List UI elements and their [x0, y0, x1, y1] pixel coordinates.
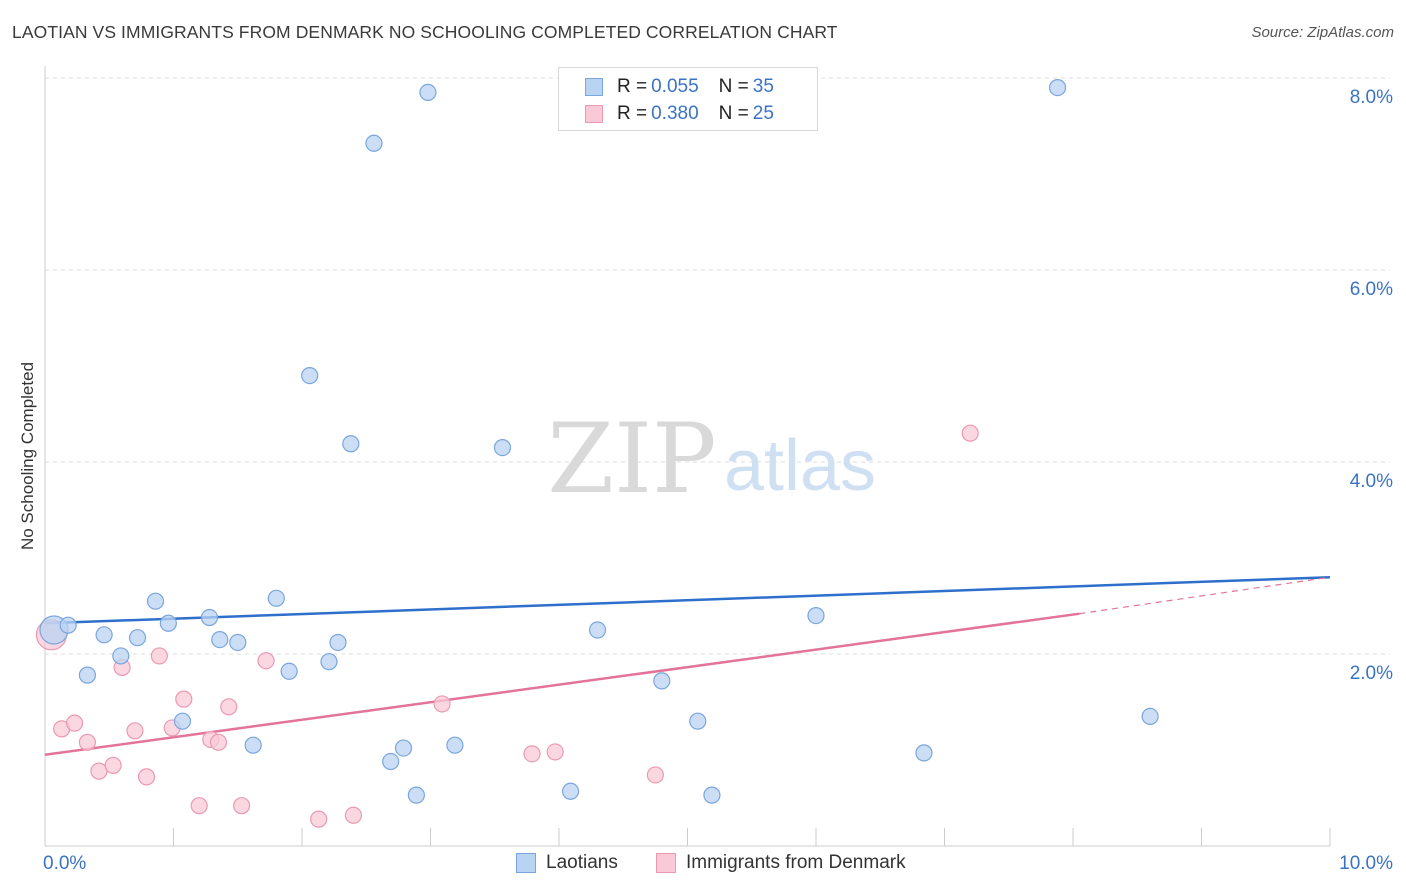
y-tick-label: 8.0%: [1350, 87, 1393, 108]
data-point-laotians: [689, 712, 707, 730]
y-tick-label: 6.0%: [1350, 279, 1393, 300]
watermark: ZIP atlas: [547, 403, 876, 515]
data-point-laotians: [561, 782, 580, 800]
legend-n-label: N =: [718, 76, 749, 97]
correlation-legend: R = 0.055 N = 35 R = 0.380 N = 25: [558, 67, 818, 131]
data-point-denmark: [310, 810, 328, 828]
data-point-denmark: [190, 797, 208, 815]
data-point-laotians: [588, 621, 607, 639]
data-point-laotians: [1048, 78, 1067, 97]
trend-line-denmark: [44, 612, 1080, 757]
data-point-laotians: [211, 630, 229, 649]
data-point-denmark: [646, 766, 664, 784]
data-point-laotians: [329, 633, 347, 652]
data-point-laotians: [446, 736, 464, 754]
data-point-laotians: [703, 786, 721, 804]
trend-line-denmark-extension: [1079, 576, 1331, 615]
data-point-laotians: [112, 647, 130, 665]
trend-line-laotians: [44, 575, 1331, 625]
data-point-laotians: [342, 435, 360, 453]
data-point-laotians: [128, 629, 147, 647]
data-point-denmark: [523, 745, 541, 763]
legend-swatch-pink: [656, 853, 676, 873]
data-point-denmark: [546, 743, 564, 761]
data-point-laotians: [59, 616, 77, 634]
data-point-laotians: [146, 592, 165, 610]
watermark-atlas: atlas: [724, 426, 876, 506]
data-point-denmark: [233, 797, 251, 815]
data-point-laotians: [280, 662, 298, 680]
data-point-denmark: [961, 424, 979, 442]
legend-row-denmark: R = 0.380 N = 25: [585, 103, 774, 125]
data-point-denmark: [137, 768, 156, 786]
legend-label-denmark: Immigrants from Denmark: [686, 852, 906, 873]
data-point-denmark: [433, 695, 451, 713]
data-point-denmark: [104, 756, 122, 774]
legend-item-laotians: Laotians: [516, 852, 618, 874]
legend-r-value: 0.380: [651, 103, 699, 124]
y-tick-label: 2.0%: [1350, 663, 1393, 684]
grid-lines: [45, 77, 1390, 655]
y-axis-label: No Schooling Completed: [18, 361, 37, 551]
watermark-zip: ZIP: [547, 403, 716, 515]
data-point-denmark: [78, 733, 97, 751]
data-point-laotians: [1141, 707, 1159, 726]
chart-title: LAOTIAN VS IMMIGRANTS FROM DENMARK NO SC…: [12, 22, 838, 42]
axes: [44, 66, 1331, 847]
data-point-laotians: [244, 736, 262, 754]
data-point-denmark: [257, 652, 275, 670]
data-point-laotians: [267, 589, 285, 607]
data-point-laotians: [419, 83, 437, 102]
legend-n-value: 25: [752, 103, 774, 124]
data-point-denmark: [220, 698, 238, 716]
data-point-laotians: [301, 367, 319, 385]
data-point-laotians: [653, 672, 671, 690]
legend-n-label: N =: [718, 103, 749, 124]
data-point-laotians: [229, 633, 247, 652]
data-point-denmark: [209, 733, 228, 751]
series-legend: Laotians Immigrants from Denmark: [0, 852, 1406, 878]
data-point-denmark: [65, 714, 84, 732]
data-point-laotians: [493, 439, 512, 457]
data-point-laotians: [407, 786, 425, 804]
source-label: Source: ZipAtlas.com: [1251, 24, 1394, 41]
data-point-denmark: [344, 806, 362, 824]
data-point-laotians: [320, 653, 338, 671]
data-point-denmark: [150, 647, 168, 665]
legend-swatch-pink: [585, 105, 603, 123]
data-point-laotians: [159, 614, 177, 632]
y-tick-label: 4.0%: [1350, 471, 1393, 492]
data-point-laotians: [200, 608, 219, 627]
legend-label-laotians: Laotians: [546, 852, 618, 873]
data-point-laotians: [807, 606, 825, 625]
data-point-laotians: [915, 744, 933, 762]
legend-swatch-blue: [516, 853, 536, 873]
data-point-laotians: [394, 739, 413, 757]
trend-lines: [44, 575, 1331, 757]
data-point-laotians: [173, 712, 192, 730]
data-point-laotians: [95, 626, 113, 644]
legend-r-label: R =: [617, 76, 648, 97]
legend-item-denmark: Immigrants from Denmark: [656, 852, 906, 874]
data-point-laotians: [382, 752, 400, 771]
data-points: [35, 78, 1159, 828]
x-tick-label: 0.0%: [43, 853, 86, 874]
legend-r-value: 0.055: [651, 76, 699, 97]
legend-row-laotians: R = 0.055 N = 35: [585, 76, 774, 98]
legend-r-label: R =: [617, 103, 648, 124]
data-point-laotians: [78, 666, 97, 684]
data-point-denmark: [126, 722, 144, 740]
data-point-denmark: [175, 690, 193, 708]
legend-n-value: 35: [752, 76, 774, 97]
tick-labels: 2.0% 4.0% 6.0% 8.0% 0.0% 10.0%: [43, 87, 1393, 874]
legend-swatch-blue: [585, 78, 603, 96]
data-point-laotians: [365, 134, 383, 152]
x-tick-label: 10.0%: [1339, 853, 1393, 874]
